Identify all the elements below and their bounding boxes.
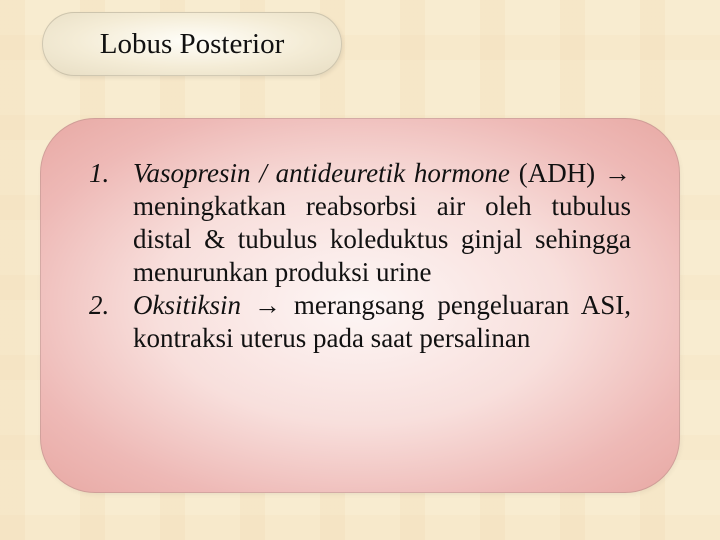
term-text: Vasopresin / antideuretik hormone [133, 158, 510, 188]
hormone-list: Vasopresin / antideuretik hormone (ADH) … [89, 157, 631, 355]
roman-text: (ADH) [510, 158, 604, 188]
arrow-icon: → [254, 290, 281, 320]
slide-title: Lobus Posterior [100, 28, 284, 61]
content-box: Vasopresin / antideuretik hormone (ADH) … [40, 118, 680, 493]
title-pill: Lobus Posterior [42, 12, 342, 76]
roman-text [241, 290, 254, 320]
list-item: Vasopresin / antideuretik hormone (ADH) … [89, 157, 631, 289]
list-item: Oksitiksin → merangsang pengeluaran ASI,… [89, 289, 631, 355]
term-text: Oksitiksin [133, 290, 241, 320]
desc-text: meningkatkan reabsorbsi air oleh tubulus… [133, 191, 631, 287]
arrow-icon: → [604, 158, 631, 188]
